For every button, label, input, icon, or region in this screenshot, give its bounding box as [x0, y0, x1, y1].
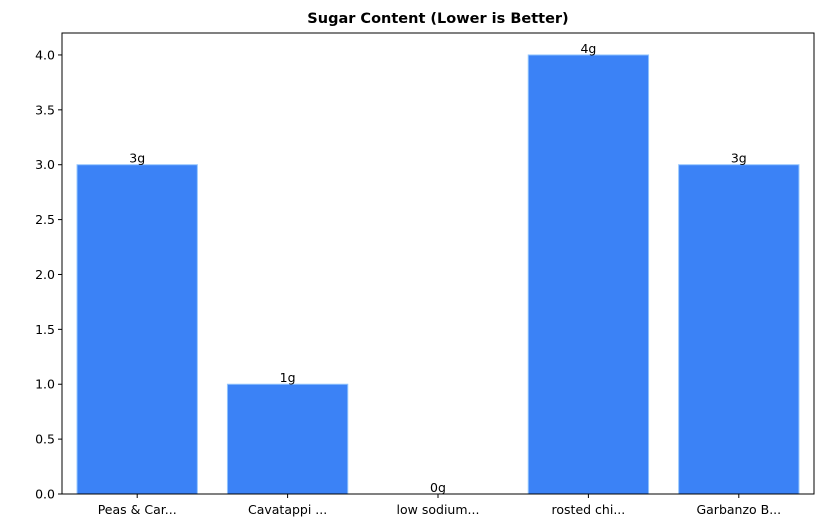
value-label: 3g — [731, 151, 747, 166]
y-tick-label: 1.0 — [35, 377, 55, 392]
x-tick-label: Garbanzo B... — [696, 502, 781, 517]
y-tick-label: 3.5 — [35, 102, 55, 117]
y-tick-label: 3.0 — [35, 157, 55, 172]
value-label: 0g — [430, 480, 446, 495]
x-tick-label: rosted chi... — [552, 502, 626, 517]
bar — [678, 164, 800, 495]
bar — [76, 164, 198, 495]
value-label: 4g — [580, 41, 596, 56]
value-label: 3g — [129, 151, 145, 166]
value-label: 1g — [280, 370, 296, 385]
y-tick-label: 0.5 — [35, 432, 55, 447]
chart-title: Sugar Content (Lower is Better) — [307, 11, 568, 27]
x-tick-label: low sodium... — [397, 502, 480, 517]
y-tick-label: 0.0 — [35, 487, 55, 502]
bar — [527, 54, 650, 495]
x-tick-label: Peas & Car... — [98, 502, 177, 517]
x-tick-label: Cavatappi ... — [248, 502, 327, 517]
y-tick-label: 2.5 — [35, 212, 55, 227]
y-tick-label: 1.5 — [35, 322, 55, 337]
y-tick-label: 4.0 — [35, 47, 55, 62]
bar — [226, 383, 349, 495]
plot-frame — [61, 32, 815, 495]
y-tick-label: 2.0 — [35, 267, 55, 282]
